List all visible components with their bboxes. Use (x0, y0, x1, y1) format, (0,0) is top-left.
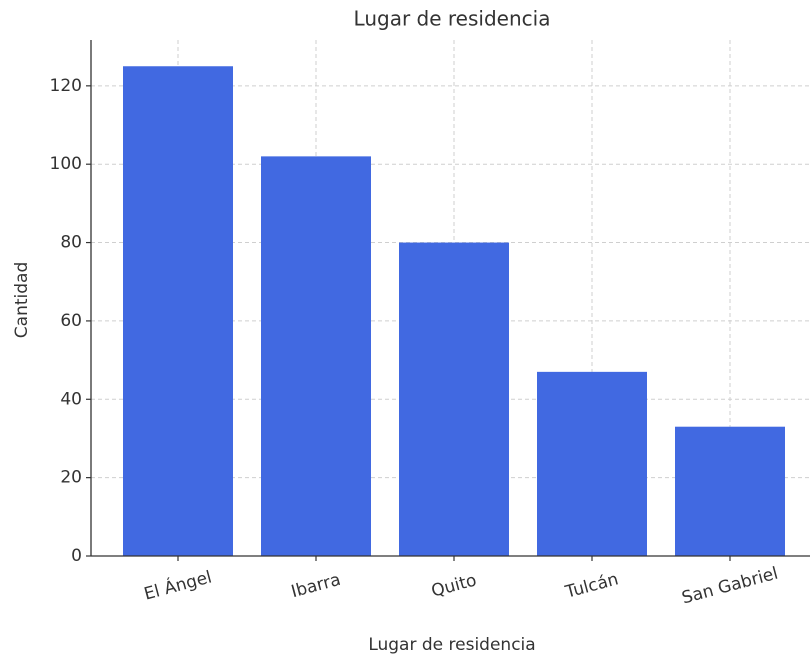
bar (399, 242, 509, 556)
y-tick-label: 60 (60, 311, 82, 331)
bar (261, 156, 371, 556)
x-tick-label: Quito (429, 570, 479, 601)
x-tick-label: Ibarra (289, 570, 343, 602)
x-tick-label: El Ángel (141, 565, 214, 604)
x-tick-label: San Gabriel (680, 564, 780, 609)
chart-title: Lugar de residencia (354, 7, 551, 31)
x-tick-label: Tulcán (562, 569, 620, 603)
y-tick-label: 40 (60, 389, 82, 409)
bar (675, 426, 785, 556)
y-tick-label: 120 (50, 76, 82, 96)
y-axis-label: Cantidad (12, 262, 32, 338)
bar (537, 371, 647, 556)
y-tick-label: 0 (71, 546, 82, 566)
y-tick-label: 80 (60, 233, 82, 253)
y-tick-label: 20 (60, 468, 82, 488)
y-tick-label: 100 (50, 154, 82, 174)
x-axis-label: Lugar de residencia (368, 635, 535, 655)
bar (123, 66, 233, 556)
